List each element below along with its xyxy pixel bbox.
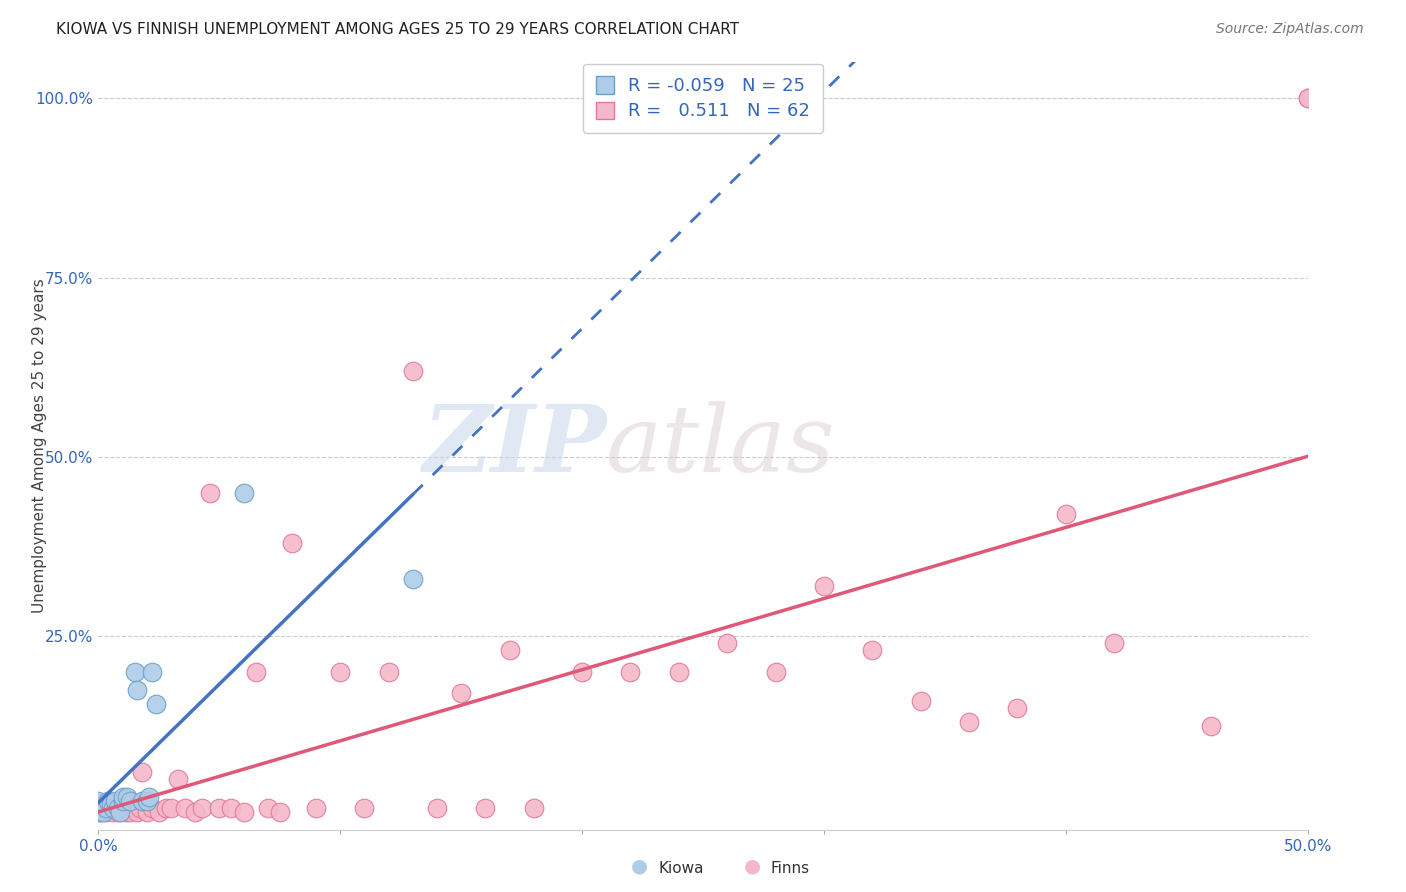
Point bbox=[121, 797, 143, 812]
Point bbox=[100, 801, 122, 815]
Point bbox=[104, 797, 127, 812]
Point bbox=[498, 643, 520, 657]
Point bbox=[813, 579, 835, 593]
Point bbox=[256, 801, 278, 815]
Point bbox=[101, 801, 124, 815]
Point bbox=[135, 805, 157, 819]
Point bbox=[87, 805, 110, 819]
Point bbox=[1054, 507, 1077, 521]
Legend: R = -0.059   N = 25, R =   0.511   N = 62: R = -0.059 N = 25, R = 0.511 N = 62 bbox=[583, 64, 823, 133]
Point bbox=[1296, 91, 1319, 105]
Point bbox=[155, 801, 177, 815]
Point bbox=[128, 801, 150, 815]
Point bbox=[167, 772, 190, 787]
Point bbox=[269, 805, 291, 819]
Text: Kiowa: Kiowa bbox=[658, 861, 703, 876]
Point bbox=[118, 805, 141, 819]
Point bbox=[232, 805, 254, 819]
Point bbox=[87, 794, 110, 808]
Point bbox=[124, 801, 146, 815]
Point bbox=[1007, 700, 1029, 714]
Text: Finns: Finns bbox=[770, 861, 810, 876]
Point bbox=[100, 797, 122, 812]
Point bbox=[87, 797, 110, 812]
Point bbox=[141, 665, 163, 679]
Point bbox=[124, 665, 146, 679]
Point bbox=[957, 714, 980, 729]
Point bbox=[118, 794, 141, 808]
Point bbox=[174, 801, 197, 815]
Point bbox=[131, 794, 153, 808]
Text: ●: ● bbox=[744, 857, 761, 876]
Point bbox=[305, 801, 328, 815]
Point bbox=[90, 805, 112, 819]
Point bbox=[104, 794, 127, 808]
Point bbox=[107, 805, 129, 819]
Point bbox=[87, 805, 110, 819]
Point bbox=[1102, 636, 1125, 650]
Point bbox=[910, 693, 932, 707]
Text: Source: ZipAtlas.com: Source: ZipAtlas.com bbox=[1216, 22, 1364, 37]
Text: atlas: atlas bbox=[606, 401, 835, 491]
Point bbox=[1296, 91, 1319, 105]
Point bbox=[91, 805, 114, 819]
Point bbox=[1199, 718, 1222, 732]
Point bbox=[108, 805, 131, 819]
Point bbox=[208, 801, 231, 815]
Point bbox=[353, 801, 375, 815]
Point bbox=[450, 686, 472, 700]
Point bbox=[127, 682, 149, 697]
Point bbox=[191, 801, 214, 815]
Point bbox=[111, 797, 134, 812]
Point bbox=[232, 485, 254, 500]
Point bbox=[87, 797, 110, 812]
Point bbox=[94, 801, 117, 815]
Point bbox=[402, 364, 425, 378]
Point bbox=[245, 665, 267, 679]
Point bbox=[619, 665, 641, 679]
Point bbox=[377, 665, 399, 679]
Point bbox=[87, 801, 110, 815]
Text: ZIP: ZIP bbox=[422, 401, 606, 491]
Point bbox=[91, 801, 114, 815]
Point bbox=[117, 801, 139, 815]
Point bbox=[571, 665, 593, 679]
Point bbox=[160, 801, 183, 815]
Point bbox=[329, 665, 352, 679]
Point bbox=[145, 697, 167, 711]
Point bbox=[111, 790, 134, 805]
Point bbox=[135, 794, 157, 808]
Point bbox=[148, 805, 170, 819]
Point bbox=[108, 801, 131, 815]
Point bbox=[402, 572, 425, 586]
Point bbox=[184, 805, 207, 819]
Point bbox=[94, 805, 117, 819]
Point bbox=[523, 801, 546, 815]
Point bbox=[107, 801, 129, 815]
Point bbox=[281, 536, 304, 550]
Point bbox=[860, 643, 883, 657]
Point bbox=[141, 801, 163, 815]
Text: Unemployment Among Ages 25 to 29 years: Unemployment Among Ages 25 to 29 years bbox=[32, 278, 46, 614]
Point bbox=[127, 805, 149, 819]
Point bbox=[114, 805, 136, 819]
Point bbox=[221, 801, 243, 815]
Point bbox=[716, 636, 738, 650]
Point bbox=[668, 665, 690, 679]
Point bbox=[474, 801, 496, 815]
Point bbox=[97, 797, 120, 812]
Point bbox=[131, 765, 153, 780]
Text: KIOWA VS FINNISH UNEMPLOYMENT AMONG AGES 25 TO 29 YEARS CORRELATION CHART: KIOWA VS FINNISH UNEMPLOYMENT AMONG AGES… bbox=[56, 22, 740, 37]
Text: ●: ● bbox=[631, 857, 648, 876]
Point bbox=[426, 801, 449, 815]
Point bbox=[97, 794, 120, 808]
Point bbox=[117, 790, 139, 805]
Point bbox=[138, 790, 160, 805]
Point bbox=[198, 485, 221, 500]
Point bbox=[111, 794, 134, 808]
Point bbox=[101, 805, 124, 819]
Point bbox=[765, 665, 787, 679]
